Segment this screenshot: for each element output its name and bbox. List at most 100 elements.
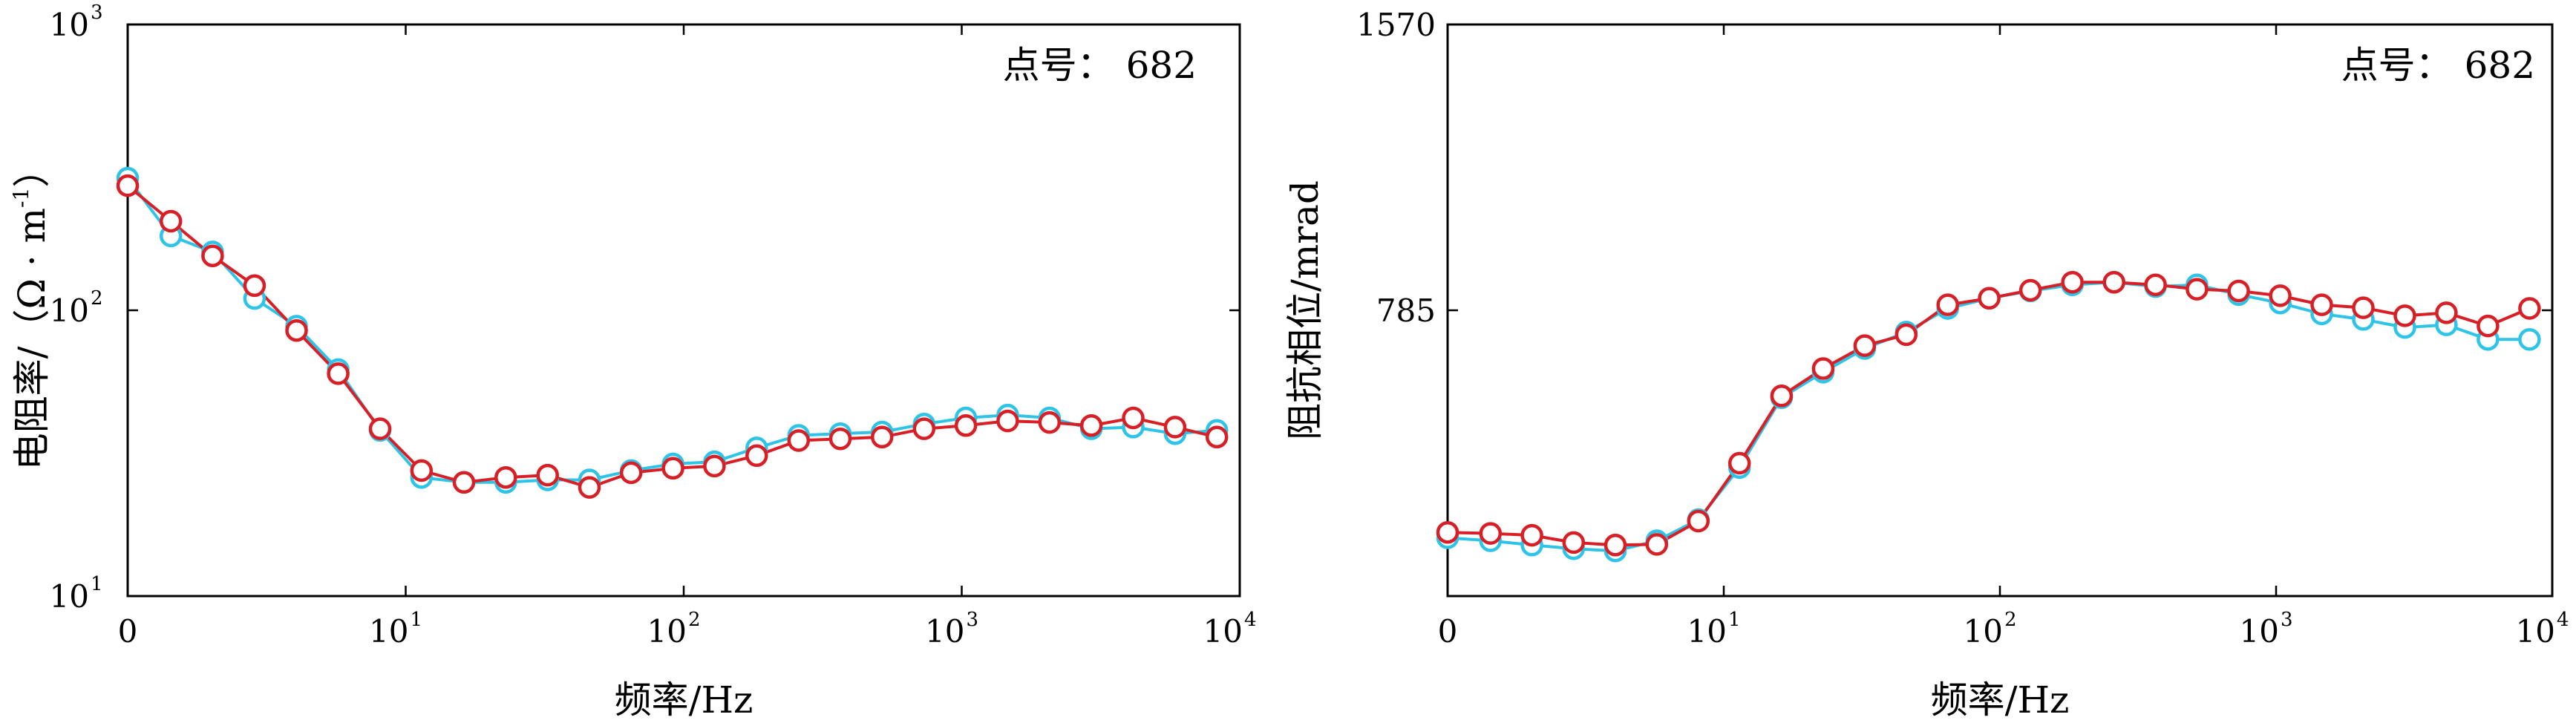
x-tick-label-exponent: 1 xyxy=(411,609,423,631)
y-tick-label-exponent: 3 xyxy=(91,1,103,24)
data-point-series-2 xyxy=(2144,273,2167,296)
data-point-series-2 xyxy=(285,318,308,342)
data-point-series-2 xyxy=(536,463,559,487)
data-point-series-2 xyxy=(1079,414,1103,437)
data-point-series-2 xyxy=(787,429,811,452)
data-point-series-2 xyxy=(1645,533,1669,556)
x-tick-label-exponent: 3 xyxy=(2281,609,2293,631)
data-point-series-2 xyxy=(828,427,852,451)
data-point-series-2 xyxy=(1436,520,1459,544)
x-tick-label-exponent: 4 xyxy=(2557,609,2569,631)
x-tick-label: 10 xyxy=(1964,613,2003,650)
y-axis-label-left-sup: -1 xyxy=(9,188,33,208)
x-tick-label: 10 xyxy=(925,613,964,650)
data-point-series-2 xyxy=(2518,297,2541,320)
data-point-series-2 xyxy=(2477,314,2500,338)
data-point-series-2 xyxy=(912,417,936,440)
data-point-series-2 xyxy=(327,362,350,385)
data-point-series-2 xyxy=(159,209,183,233)
x-ticks-right: 0 10 1 10 2 10 3 10 4 xyxy=(1438,24,2569,650)
data-point-series-2 xyxy=(1205,425,1229,449)
data-point-series-2 xyxy=(201,244,224,267)
data-point-series-2 xyxy=(1770,385,1794,408)
data-point-series-2 xyxy=(1687,509,1710,533)
data-point-series-2 xyxy=(1479,522,1503,545)
data-point-series-2 xyxy=(2018,278,2042,302)
x-tick-label: 10 xyxy=(369,613,408,650)
x-tick-label: 0 xyxy=(1438,613,1458,650)
data-point-series-2 xyxy=(1895,323,1918,347)
plot-frame-left xyxy=(126,23,1241,598)
x-tick-label-exponent: 2 xyxy=(688,609,701,631)
data-point-series-2 xyxy=(243,274,267,298)
y-tick-label-exponent: 2 xyxy=(91,287,103,310)
y-tick-label: 10 xyxy=(50,292,89,329)
data-point-series-2 xyxy=(2186,278,2209,301)
data-point-series-2 xyxy=(745,444,768,468)
x-axis-label-left: 频率/Hz xyxy=(615,678,753,722)
data-point-series-2 xyxy=(996,409,1019,433)
data-point-series-2 xyxy=(661,457,684,480)
data-point-series-2 xyxy=(1936,293,1959,316)
y-tick-label: 785 xyxy=(1376,292,1436,329)
data-point-series-2 xyxy=(954,414,978,437)
y-tick-label: 10 xyxy=(50,578,89,615)
data-point-series-2 xyxy=(2310,293,2333,316)
data-point-series-2 xyxy=(1520,523,1543,547)
data-point-series-2 xyxy=(2269,284,2292,307)
x-tick-label: 10 xyxy=(2240,613,2279,650)
data-point-series-2 xyxy=(1122,406,1145,430)
data-point-series-2 xyxy=(2352,296,2375,319)
data-point-series-2 xyxy=(1978,287,2001,310)
y-axis-label-left-main: 电阻率/（Ω · m xyxy=(10,208,53,470)
data-point-series-2 xyxy=(1727,451,1751,475)
data-point-series-2 xyxy=(2393,304,2416,327)
data-point-series-2 xyxy=(494,465,517,489)
data-point-series-2 xyxy=(2435,301,2458,324)
x-tick-label-exponent: 3 xyxy=(967,609,979,631)
plot-frame-right xyxy=(1446,23,2554,598)
annotation-right: 点号： 682 xyxy=(2341,44,2535,87)
data-point-series-2 xyxy=(703,454,726,478)
x-tick-label-exponent: 1 xyxy=(1728,609,1741,631)
x-axis-label-right: 频率/Hz xyxy=(1931,678,2070,722)
y-axis-label-right: 阻抗相位/mrad xyxy=(1284,180,1327,440)
y-ticks-right: 785 1570 xyxy=(1356,7,2552,329)
data-point-series-2 xyxy=(410,459,434,482)
data-point-series-2 xyxy=(1038,410,1062,434)
data-point-series-2 xyxy=(1163,416,1187,439)
data-point-series-2 xyxy=(1811,357,1835,380)
y-tick-label: 1570 xyxy=(1356,7,1436,43)
data-point-series-2 xyxy=(619,461,643,485)
x-tick-label-exponent: 4 xyxy=(1244,609,1257,631)
x-tick-label: 10 xyxy=(1203,613,1243,650)
data-point-series-2 xyxy=(2061,270,2084,294)
data-point-series-2 xyxy=(1604,534,1627,557)
x-tick-label: 10 xyxy=(1687,613,1727,650)
series-markers-left xyxy=(116,166,1229,499)
x-tick-label-exponent: 2 xyxy=(2004,609,2017,631)
series-markers-right xyxy=(1436,270,2541,563)
data-point-series-2 xyxy=(1562,531,1586,554)
y-axis-label-left: 电阻率/（Ω · m-1） xyxy=(9,151,53,471)
data-point-series-2 xyxy=(1853,334,1877,357)
data-point-series-2 xyxy=(116,174,140,197)
y-tick-label: 10 xyxy=(50,7,89,43)
data-point-series-2 xyxy=(2227,279,2250,303)
data-point-series-2 xyxy=(2102,270,2125,294)
x-tick-label: 0 xyxy=(118,613,138,650)
data-point-series-2 xyxy=(452,471,476,494)
y-tick-label-exponent: 1 xyxy=(91,573,103,595)
data-point-series-2 xyxy=(368,417,392,440)
annotation-left: 点号： 682 xyxy=(1003,44,1197,87)
data-point-series-2 xyxy=(870,425,894,449)
x-tick-label: 10 xyxy=(2516,613,2555,650)
x-ticks-left: 0 10 1 10 2 10 3 10 4 xyxy=(118,24,1257,650)
data-point-series-1 xyxy=(2518,327,2541,351)
y-axis-label-left-close: ） xyxy=(10,151,53,188)
data-point-series-2 xyxy=(578,476,601,499)
